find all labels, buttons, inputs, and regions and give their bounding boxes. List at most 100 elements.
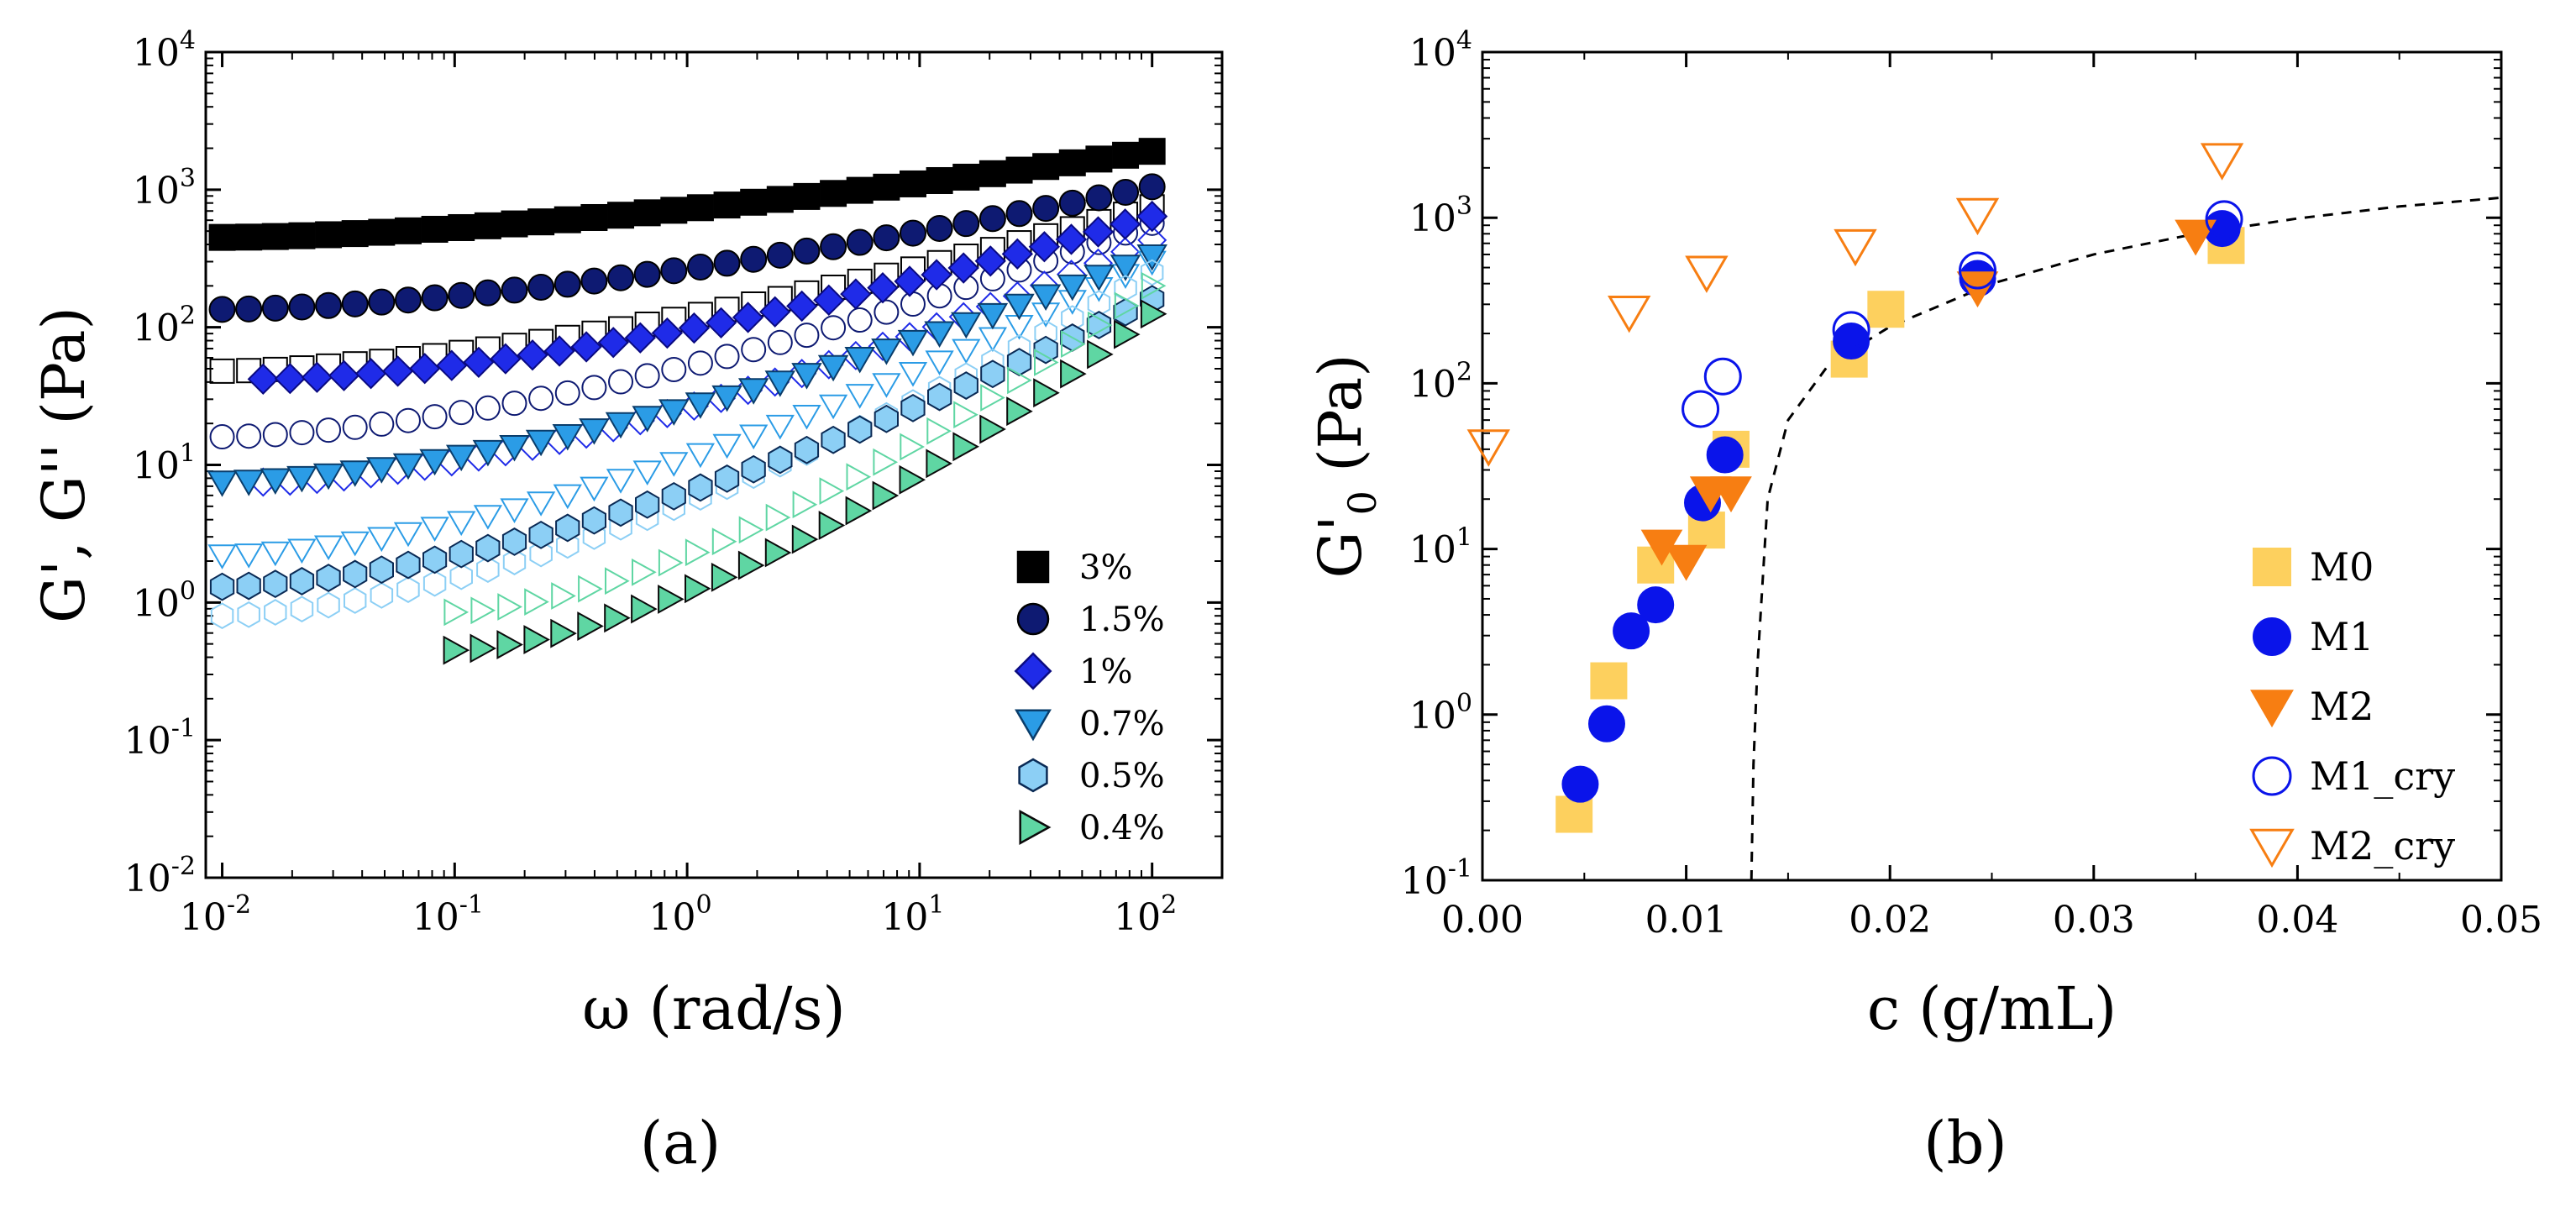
storage-modulus-point <box>1136 200 1168 233</box>
storage-modulus-point <box>555 513 580 543</box>
storage-modulus-point <box>867 271 899 304</box>
storage-modulus-point <box>394 286 422 314</box>
loss-modulus-point <box>313 535 344 561</box>
storage-modulus-point <box>1085 184 1113 212</box>
y-tick-label-exponent: 1 <box>180 439 196 469</box>
storage-modulus-point <box>1055 223 1088 255</box>
data-point-m1-cry <box>1832 311 1870 349</box>
y-tick-label-base: 10 <box>1401 860 1448 903</box>
x-tick-label: 0.02 <box>1849 899 1931 942</box>
loss-modulus-point <box>845 384 874 409</box>
y-tick-label-exponent: 3 <box>180 164 196 193</box>
storage-modulus-point <box>786 290 818 323</box>
storage-modulus-point <box>289 567 315 596</box>
legend-label: M1_cry <box>2310 753 2455 799</box>
storage-modulus-point <box>764 538 792 568</box>
storage-modulus-point <box>813 284 845 317</box>
loss-modulus-point <box>952 338 981 365</box>
y-tick-label-exponent: 4 <box>180 26 196 55</box>
legend-marker <box>2250 690 2294 728</box>
storage-modulus-point <box>977 302 1009 330</box>
y-tick-label-base: 10 <box>133 307 180 350</box>
x-tick-label-exponent: 0 <box>696 890 712 920</box>
x-tick-label: 0.00 <box>1441 899 1524 942</box>
y-tick-label: 104 <box>133 26 196 75</box>
storage-modulus-point <box>263 569 288 599</box>
storage-modulus-point <box>315 221 343 249</box>
loss-modulus-point <box>473 505 503 530</box>
storage-modulus-point <box>926 166 953 194</box>
storage-modulus-point <box>678 312 711 344</box>
loss-modulus-point <box>422 404 448 430</box>
storage-modulus-point <box>1112 178 1140 206</box>
storage-modulus-point <box>366 457 397 484</box>
storage-modulus-point <box>550 618 577 648</box>
loss-modulus-point <box>1141 271 1167 300</box>
storage-modulus-point <box>711 562 738 592</box>
storage-modulus-point <box>685 574 711 604</box>
loss-modulus-point <box>658 548 684 577</box>
y-tick-label-base: 10 <box>124 858 171 900</box>
storage-modulus-point <box>421 215 449 243</box>
storage-modulus-point <box>341 290 369 317</box>
storage-modulus-point <box>873 224 900 252</box>
storage-modulus-point <box>900 393 926 422</box>
storage-modulus-point <box>419 449 450 476</box>
y-tick-label: 100 <box>133 576 196 625</box>
storage-modulus-point <box>1082 216 1115 248</box>
storage-modulus-point <box>301 361 333 393</box>
loss-modulus-point <box>609 513 632 541</box>
storage-modulus-point <box>1058 189 1086 217</box>
data-point-m2 <box>1710 476 1752 513</box>
loss-modulus-point <box>497 593 522 621</box>
y-tick-label-base: 10 <box>133 445 180 488</box>
loss-modulus-point <box>475 395 501 421</box>
x-tick-label: 10-1 <box>412 890 484 939</box>
data-point-m0 <box>1867 291 1905 328</box>
storage-modulus-point <box>661 481 686 511</box>
legend-label: M2 <box>2310 684 2374 729</box>
storage-modulus-point <box>207 470 238 497</box>
storage-modulus-point <box>527 208 555 236</box>
storage-modulus-point <box>847 415 873 444</box>
storage-modulus-point <box>261 223 289 250</box>
storage-modulus-point <box>394 217 422 244</box>
storage-modulus-point <box>475 533 501 563</box>
storage-modulus-point <box>474 212 501 239</box>
data-point-m1 <box>1833 323 1870 360</box>
storage-modulus-point <box>714 464 740 493</box>
y-axis-title: G', G'' (Pa) <box>29 307 98 623</box>
loss-modulus-point <box>818 394 848 420</box>
storage-modulus-point <box>871 338 902 365</box>
loss-modulus-point <box>1114 291 1140 320</box>
loss-modulus-point <box>632 558 657 586</box>
loss-modulus-point <box>370 582 394 609</box>
y-tick-label-exponent: 3 <box>1456 192 1472 221</box>
y-tick-label-exponent: -1 <box>1448 854 1472 884</box>
storage-modulus-point <box>793 182 821 210</box>
storage-modulus-point <box>499 435 530 462</box>
storage-modulus-point <box>732 302 764 333</box>
loss-modulus-point <box>210 602 234 630</box>
storage-modulus-point <box>261 294 289 322</box>
storage-modulus-point <box>1085 145 1113 173</box>
loss-modulus-point <box>420 517 449 542</box>
storage-modulus-point <box>1005 156 1033 184</box>
loss-modulus-point <box>581 375 607 401</box>
legend-label: 1.5% <box>1079 601 1165 639</box>
storage-modulus-point <box>1033 378 1060 408</box>
storage-modulus-point <box>794 435 820 464</box>
storage-modulus-point <box>607 202 635 229</box>
storage-modulus-point <box>409 353 441 385</box>
data-point-m2 <box>1665 544 1708 581</box>
storage-modulus-point <box>952 163 980 191</box>
y-tick-label-exponent: 2 <box>180 302 196 331</box>
loss-modulus-point <box>819 477 845 505</box>
storage-modulus-point <box>980 359 1005 389</box>
storage-modulus-point <box>873 173 900 201</box>
storage-modulus-point <box>740 188 768 216</box>
storage-modulus-point <box>580 203 608 231</box>
storage-modulus-point <box>713 249 741 277</box>
storage-modulus-point <box>1087 339 1114 370</box>
data-point-m2-cry <box>1607 296 1651 333</box>
